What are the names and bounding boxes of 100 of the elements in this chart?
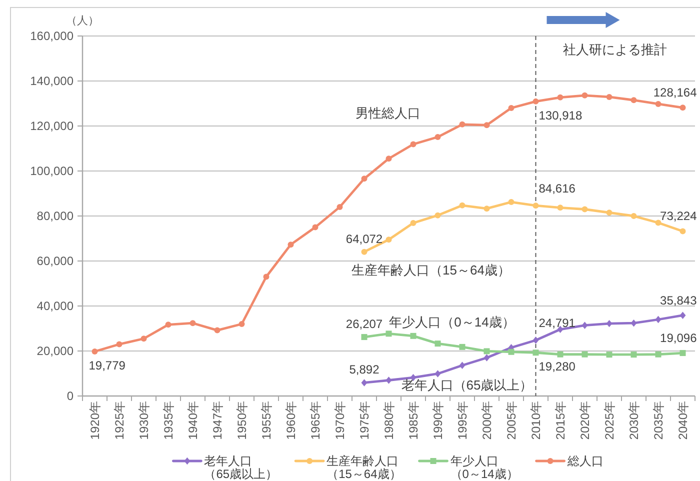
- point: [386, 236, 392, 243]
- annotation: 生産年齢人口（15～64歳）: [352, 262, 510, 278]
- point: [655, 220, 662, 226]
- point: [532, 202, 539, 209]
- point: [532, 336, 539, 344]
- point: [459, 202, 466, 208]
- point: [680, 312, 686, 319]
- xtick: 1965年: [308, 401, 322, 440]
- point: [508, 199, 514, 206]
- point: [336, 204, 343, 210]
- point: [484, 348, 490, 354]
- xtick: 2020年: [578, 401, 592, 440]
- point: [410, 332, 416, 339]
- point: [630, 97, 637, 104]
- xtick: 1950年: [234, 401, 249, 440]
- xtick: 2030年: [626, 401, 641, 440]
- xtick: 1947年: [210, 401, 224, 440]
- point: [165, 322, 172, 328]
- point: [508, 348, 514, 355]
- xtick: 1960年: [284, 401, 298, 440]
- legend-label: 老年人口（65歳以上）: [204, 454, 278, 481]
- value-label: 84,616: [538, 182, 576, 196]
- point: [312, 224, 318, 230]
- point: [434, 212, 441, 218]
- xtick: 1940年: [186, 401, 200, 440]
- ytick: 40,000: [36, 299, 74, 313]
- xtick: 1990年: [430, 401, 445, 440]
- point: [410, 220, 416, 226]
- point: [582, 322, 588, 329]
- point: [263, 274, 270, 280]
- point: [459, 121, 466, 128]
- point: [630, 352, 637, 358]
- point: [532, 350, 539, 356]
- ytick: 80,000: [36, 209, 74, 223]
- value-label: 5,892: [349, 362, 380, 377]
- annotation: 老年人口（65歳以上）: [401, 378, 533, 392]
- point: [484, 354, 490, 362]
- point: [434, 370, 441, 378]
- point: [214, 327, 220, 334]
- point: [655, 316, 662, 324]
- xtick: 2010年: [528, 401, 543, 440]
- point: [680, 104, 686, 111]
- xtick: 2025年: [602, 401, 616, 440]
- point: [386, 156, 392, 162]
- point: [606, 320, 612, 328]
- value-label: 19,779: [88, 358, 126, 372]
- point: [361, 334, 368, 340]
- xtick: 1925年: [112, 401, 126, 440]
- annotation: 男性総人口: [356, 106, 420, 120]
- point: [361, 248, 368, 255]
- xtick: 2000年: [480, 401, 494, 440]
- point: [410, 141, 416, 148]
- ytick: 120,000: [30, 119, 74, 133]
- xtick: 2015年: [553, 401, 568, 440]
- point: [386, 330, 392, 337]
- point: [655, 100, 662, 107]
- value-label: 26,207: [346, 317, 383, 332]
- point: [606, 210, 612, 216]
- point: [630, 213, 637, 219]
- point: [459, 344, 466, 350]
- point: [508, 105, 514, 111]
- xtick: 1930年: [136, 401, 151, 440]
- xtick: 1995年: [455, 401, 470, 440]
- ytick: 160,000: [30, 29, 74, 43]
- point: [557, 351, 564, 358]
- legend-label: 年少人口（0～14歳）: [450, 454, 518, 481]
- point: [532, 98, 539, 104]
- point: [606, 94, 612, 100]
- value-label: 73,224: [660, 209, 697, 224]
- point: [582, 206, 588, 212]
- point: [386, 376, 392, 384]
- value-label: 128,164: [653, 86, 697, 100]
- legend-label: 総人口: [567, 454, 604, 468]
- xtick: 2035年: [651, 401, 666, 440]
- xtick: 1955年: [259, 401, 274, 440]
- value-label: 64,072: [346, 232, 383, 246]
- xtick: 1920年: [88, 401, 102, 440]
- point: [680, 350, 686, 356]
- value-label: 130,918: [538, 108, 582, 122]
- ylabel: （人）: [66, 15, 99, 27]
- point: [434, 340, 441, 347]
- point: [238, 321, 245, 327]
- xtick: 1980年: [382, 401, 396, 440]
- ytick: 20,000: [36, 344, 74, 358]
- point: [116, 341, 122, 348]
- ytick: 100,000: [30, 164, 74, 178]
- point: [582, 92, 588, 98]
- value-label: 19,280: [538, 360, 576, 374]
- xtick: 2005年: [504, 401, 518, 440]
- annotation: 年少人口（0～14歳）: [389, 314, 515, 330]
- point: [606, 352, 612, 358]
- ref-label: 社人研による推計: [562, 42, 667, 57]
- point: [680, 228, 686, 234]
- point: [434, 134, 441, 140]
- point: [361, 176, 368, 182]
- xtick: 1985年: [406, 401, 420, 440]
- point: [140, 336, 147, 342]
- point: [582, 351, 588, 358]
- xtick: 1935年: [161, 401, 176, 440]
- xtick: 2040年: [676, 401, 690, 440]
